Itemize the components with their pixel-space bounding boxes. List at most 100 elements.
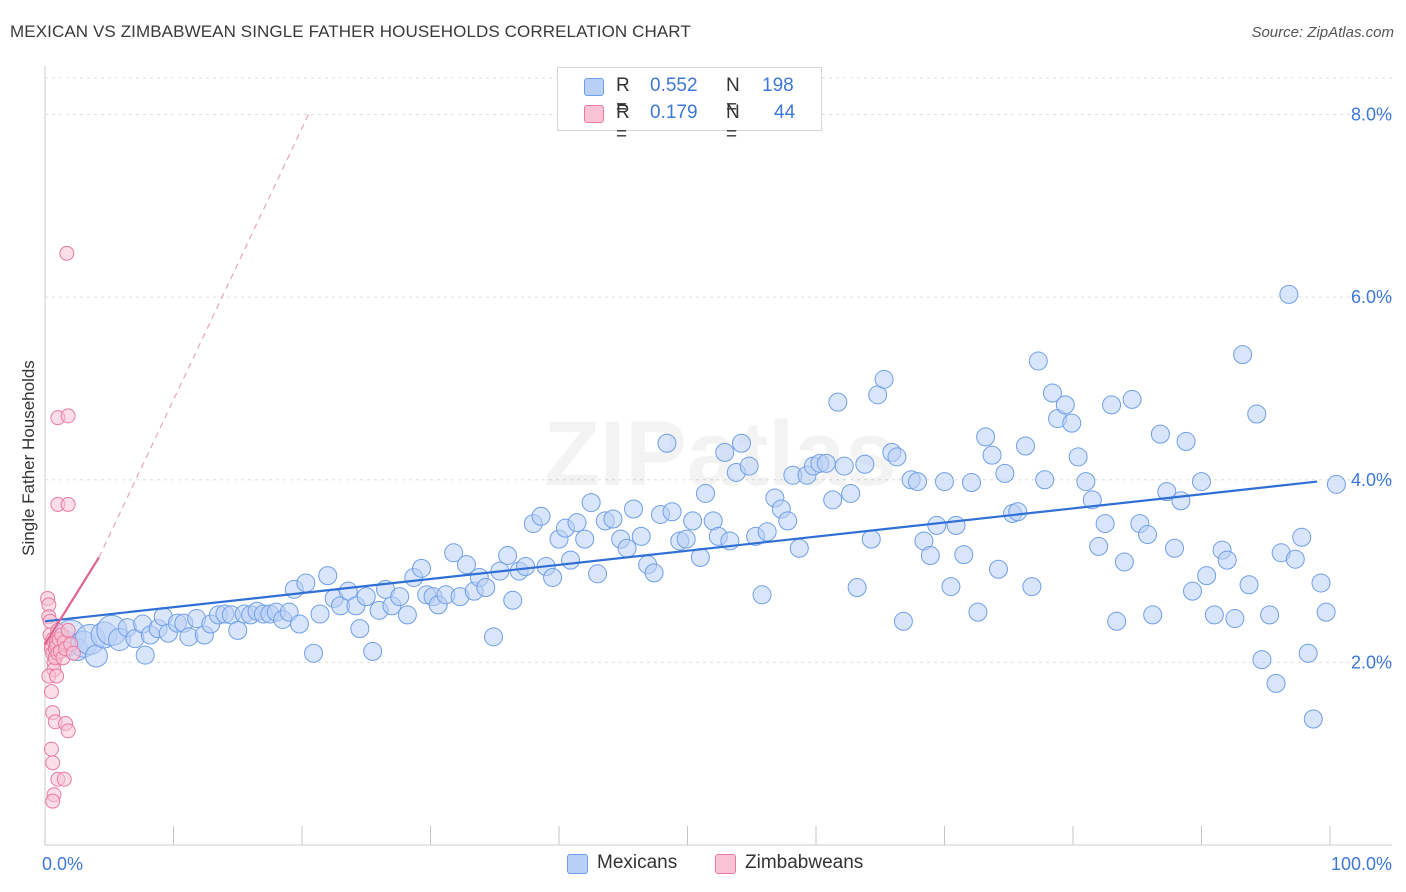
y-tick-label: 2.0% xyxy=(1351,652,1392,672)
data-point xyxy=(603,509,623,529)
data-point xyxy=(356,587,376,607)
y-axis-label: Single Father Households xyxy=(19,360,38,556)
data-points xyxy=(40,245,1346,809)
data-point xyxy=(1008,502,1028,522)
data-point xyxy=(631,526,651,546)
data-point xyxy=(567,513,587,533)
data-point xyxy=(476,578,496,598)
data-point xyxy=(954,545,974,565)
data-point xyxy=(1138,525,1158,545)
data-point xyxy=(995,463,1015,483)
data-point xyxy=(1089,536,1109,556)
data-point xyxy=(988,559,1008,579)
data-point xyxy=(1062,413,1082,433)
trend-extension xyxy=(98,114,309,558)
trend-line xyxy=(44,480,1318,623)
data-point xyxy=(1266,673,1286,693)
data-point xyxy=(1022,577,1042,597)
data-point xyxy=(65,645,81,661)
data-point xyxy=(834,456,854,476)
zimbabweans-swatch xyxy=(584,105,604,123)
mexicans-swatch xyxy=(584,78,604,96)
data-point xyxy=(1279,284,1299,304)
data-point xyxy=(715,442,735,462)
data-point xyxy=(695,483,715,503)
r-label: R = xyxy=(616,102,630,145)
data-point xyxy=(1107,611,1127,631)
data-point xyxy=(1239,575,1259,595)
data-point xyxy=(498,546,518,566)
data-point xyxy=(575,529,595,549)
legend-label: Zimbabweans xyxy=(745,852,864,873)
data-point xyxy=(296,573,316,593)
data-point xyxy=(617,538,637,558)
data-point xyxy=(976,427,996,447)
data-point xyxy=(676,529,696,549)
data-point xyxy=(49,668,65,684)
data-point xyxy=(289,614,309,634)
data-point xyxy=(941,577,961,597)
data-point xyxy=(887,447,907,467)
data-point xyxy=(861,529,881,549)
data-point xyxy=(1233,345,1253,365)
data-point xyxy=(56,771,72,787)
data-point xyxy=(318,566,338,586)
n-label: N = xyxy=(726,102,740,145)
data-point xyxy=(662,502,682,522)
data-point xyxy=(45,793,61,809)
data-point xyxy=(1247,404,1267,424)
data-point xyxy=(778,511,798,531)
data-point xyxy=(1171,491,1191,511)
n-value: 44 xyxy=(774,102,796,123)
data-point xyxy=(1225,609,1245,629)
data-point xyxy=(1176,431,1196,451)
data-point xyxy=(893,611,913,631)
data-point xyxy=(59,245,75,261)
data-point xyxy=(43,741,59,757)
source-credit: Source: ZipAtlas.com xyxy=(1251,24,1394,41)
data-point xyxy=(412,558,432,578)
data-point xyxy=(1076,472,1096,492)
data-point xyxy=(310,604,330,624)
y-tick-label: 8.0% xyxy=(1351,105,1392,125)
data-point xyxy=(60,622,76,638)
trend-lines xyxy=(44,114,1318,645)
data-point xyxy=(968,602,988,622)
x-tick-label: 100.0% xyxy=(1331,854,1392,874)
n-label: N = xyxy=(726,75,740,118)
data-point xyxy=(1311,573,1331,593)
y-tick-label: 4.0% xyxy=(1351,470,1392,490)
data-point xyxy=(1303,709,1323,729)
data-point xyxy=(588,564,608,584)
data-point xyxy=(1102,395,1122,415)
chart-title: MEXICAN VS ZIMBABWEAN SINGLE FATHER HOUS… xyxy=(10,22,691,41)
data-point xyxy=(1217,550,1237,570)
data-point xyxy=(847,578,867,598)
legend-label: Mexicans xyxy=(597,852,678,873)
data-point xyxy=(43,684,59,700)
data-point xyxy=(1183,581,1203,601)
data-point xyxy=(874,369,894,389)
data-point xyxy=(1197,566,1217,586)
r-value: 0.552 xyxy=(650,75,698,96)
data-point xyxy=(483,627,503,647)
axes xyxy=(44,66,1392,846)
trend-line xyxy=(44,556,100,645)
data-point xyxy=(543,567,563,587)
data-point xyxy=(739,456,759,476)
zimbabweans-legend-swatch xyxy=(715,854,736,874)
data-point xyxy=(516,557,536,577)
data-point xyxy=(363,641,383,661)
data-point xyxy=(1252,650,1272,670)
data-point xyxy=(444,543,464,563)
data-point xyxy=(1292,527,1312,547)
y-tick-label: 6.0% xyxy=(1351,287,1392,307)
mexicans-legend-swatch xyxy=(567,854,588,874)
data-point xyxy=(908,472,928,492)
data-point xyxy=(1082,490,1102,510)
data-point xyxy=(1068,447,1088,467)
data-point xyxy=(1298,643,1318,663)
data-point xyxy=(60,723,76,739)
data-point xyxy=(1157,482,1177,502)
